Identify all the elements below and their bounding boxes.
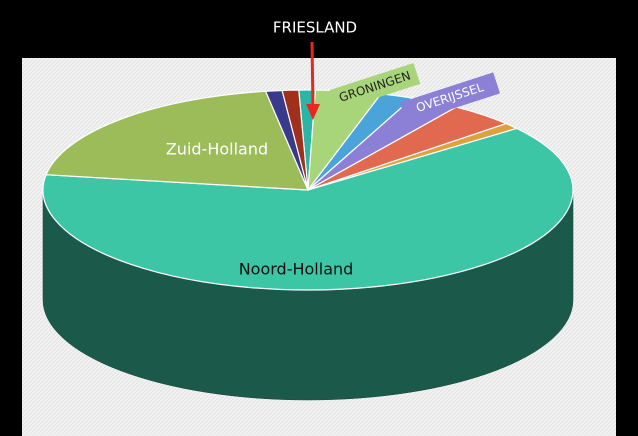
slice-label: FRIESLAND — [273, 19, 357, 37]
slice — [42, 127, 574, 291]
slice-label-text: Zuid-Holland — [166, 140, 268, 159]
arrow-line — [310, 41, 315, 109]
label-box — [399, 72, 501, 124]
slice-label: Zuid-Holland — [166, 140, 268, 159]
pie — [42, 89, 574, 401]
label-box — [329, 62, 421, 112]
slice-label-text: Noord-Holland — [239, 260, 354, 279]
slice — [281, 89, 309, 191]
slice-label-text: FRIESLAND — [273, 19, 357, 37]
slice-label: Noord-Holland — [239, 260, 354, 279]
slice — [45, 90, 309, 191]
arrow-head — [306, 104, 320, 120]
